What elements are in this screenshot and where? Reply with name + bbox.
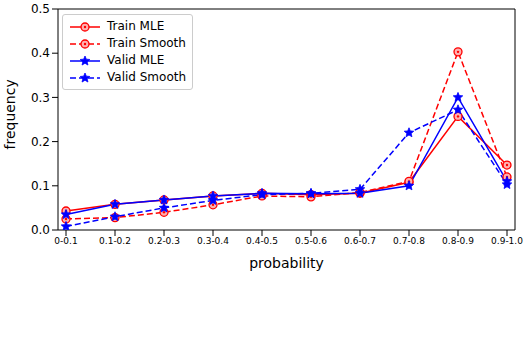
svg-text:0.0: 0.0: [31, 223, 50, 237]
svg-text:0.3-0.4: 0.3-0.4: [197, 236, 229, 246]
html-text:Train Smooth: Train Smooth: [107, 36, 186, 50]
svg-text:0.2: 0.2: [31, 135, 50, 149]
svg-text:0.3: 0.3: [31, 91, 50, 105]
svg-text:0.4-0.5: 0.4-0.5: [246, 236, 278, 246]
svg-text:0.2-0.3: 0.2-0.3: [148, 236, 180, 246]
svg-text:0.6-0.7: 0.6-0.7: [344, 236, 376, 246]
svg-text:probability: probability: [249, 255, 324, 271]
svg-text:0.8-0.9: 0.8-0.9: [442, 236, 474, 246]
html-text:Train MLE: Train MLE: [107, 19, 165, 33]
svg-text:0.7-0.8: 0.7-0.8: [393, 236, 425, 246]
svg-text:0.1: 0.1: [31, 179, 50, 193]
svg-text:0.5: 0.5: [31, 2, 50, 16]
svg-text:0.5-0.6: 0.5-0.6: [295, 236, 327, 246]
svg-text:0.4: 0.4: [31, 46, 50, 60]
svg-text:frequency: frequency: [8, 79, 18, 149]
html-text:Valid MLE: Valid MLE: [107, 53, 165, 67]
svg-text:0.1-0.2: 0.1-0.2: [99, 236, 131, 246]
svg-text:0.9-1.0: 0.9-1.0: [491, 236, 516, 246]
html-text:Valid Smooth: Valid Smooth: [107, 70, 186, 84]
svg-text:0-0.1: 0-0.1: [54, 236, 77, 246]
